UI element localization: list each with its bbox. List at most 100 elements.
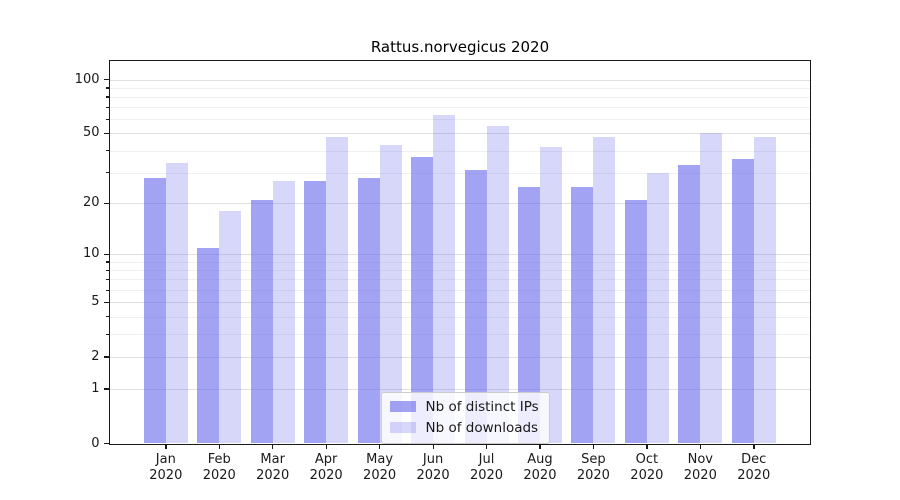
minor-gridline — [109, 119, 810, 121]
bar-downloads-sep — [593, 136, 616, 444]
y-axis-tick — [103, 79, 109, 81]
x-axis-tick — [592, 443, 595, 449]
bar-distinct-ips-feb — [197, 247, 220, 444]
legend-label-distinct-ips: Nb of distinct IPs — [425, 398, 539, 415]
bar-distinct-ips-may — [357, 177, 380, 444]
x-axis-tick — [699, 443, 702, 449]
x-tick-label: Aug 2020 — [523, 451, 557, 483]
x-tick-label: Jun 2020 — [416, 451, 450, 483]
y-tick-label: 50 — [82, 125, 100, 141]
y-tick-label: 0 — [91, 435, 100, 451]
x-tick-label: Jan 2020 — [149, 451, 183, 483]
y-axis-minor-tick — [106, 118, 109, 121]
y-axis-minor-tick — [106, 87, 109, 89]
bar-downloads-oct — [646, 172, 669, 444]
chart-title: Rattus.norvegicus 2020 — [370, 38, 550, 56]
minor-gridline — [109, 261, 810, 263]
x-tick-label: Sep 2020 — [576, 451, 610, 483]
minor-gridline — [109, 334, 810, 336]
major-gridline — [109, 203, 810, 205]
bar-distinct-ips-aug — [517, 186, 540, 444]
y-axis-minor-tick — [106, 269, 109, 271]
bar-distinct-ips-apr — [304, 180, 327, 444]
y-tick-label: 100 — [74, 71, 100, 87]
y-axis-minor-tick — [106, 106, 109, 109]
x-axis-tick — [325, 443, 327, 449]
legend-label-downloads: Nb of downloads — [425, 419, 539, 436]
bar-downloads-dec — [753, 136, 776, 444]
y-axis-minor-tick — [106, 96, 109, 98]
minor-gridline — [109, 316, 810, 318]
x-tick-label: Apr 2020 — [309, 451, 343, 483]
bar-distinct-ips-nov — [678, 165, 701, 444]
y-axis-minor-tick — [106, 150, 109, 152]
x-axis-tick — [272, 443, 274, 449]
minor-gridline — [109, 279, 810, 281]
bar-downloads-mar — [272, 180, 295, 444]
y-axis-tick — [103, 202, 109, 205]
bar-distinct-ips-mar — [250, 199, 273, 444]
x-tick-label: Jul 2020 — [469, 451, 504, 483]
y-axis-minor-tick — [106, 333, 109, 335]
x-axis-tick — [646, 443, 648, 449]
y-axis-tick — [103, 356, 109, 358]
legend-swatch-distinct-ips — [389, 401, 416, 412]
x-tick-label: Feb 2020 — [202, 451, 236, 483]
minor-gridline — [109, 96, 810, 98]
y-axis-tick — [103, 132, 109, 135]
bar-distinct-ips-jun — [411, 156, 434, 444]
y-axis-minor-tick — [106, 172, 109, 174]
major-gridline — [109, 356, 810, 358]
bar-downloads-feb — [219, 211, 242, 444]
x-tick-label: Nov 2020 — [683, 451, 717, 483]
x-tick-label: Dec 2020 — [737, 451, 771, 483]
x-axis-tick — [165, 443, 167, 449]
y-axis-tick — [103, 443, 109, 445]
bar-distinct-ips-jan — [143, 177, 166, 444]
y-axis-minor-tick — [106, 316, 109, 318]
plot-area: Nb of distinct IPs Nb of downloads 0 1 2 5 1… — [75, 59, 811, 483]
major-gridline — [109, 133, 810, 135]
bar-downloads-aug — [539, 146, 562, 444]
minor-gridline — [109, 270, 810, 272]
y-tick-label: 5 — [91, 294, 100, 310]
y-axis-minor-tick — [106, 289, 109, 291]
x-axis-tick — [379, 443, 381, 449]
bar-downloads-nov — [700, 133, 723, 444]
bar-distinct-ips-sep — [571, 186, 594, 444]
x-tick-label: May 2020 — [363, 451, 397, 483]
legend-item-distinct-ips: Nb of distinct IPs — [389, 398, 539, 415]
bar-distinct-ips-jul — [464, 170, 487, 444]
y-tick-label: 10 — [82, 246, 100, 262]
major-gridline — [109, 388, 810, 390]
legend-item-downloads: Nb of downloads — [389, 419, 539, 436]
minor-gridline — [109, 290, 810, 292]
y-tick-label: 1 — [91, 380, 100, 396]
y-axis-tick — [103, 301, 109, 303]
bar-downloads-jul — [486, 126, 509, 444]
y-axis-minor-tick — [106, 278, 109, 281]
x-axis-tick — [218, 443, 221, 449]
y-tick-label: 20 — [82, 195, 100, 211]
bar-distinct-ips-oct — [624, 199, 647, 444]
bar-downloads-jan — [165, 163, 188, 444]
x-axis-tick — [432, 443, 434, 449]
major-gridline — [109, 79, 810, 81]
minor-gridline — [109, 150, 810, 152]
y-axis-tick — [103, 253, 109, 256]
bar-downloads-apr — [326, 136, 349, 444]
minor-gridline — [109, 107, 810, 109]
y-axis-tick — [103, 388, 109, 390]
legend-swatch-downloads — [389, 422, 416, 433]
bar-downloads-may — [379, 145, 402, 444]
x-tick-label: Oct 2020 — [630, 451, 664, 483]
x-axis-tick — [486, 443, 488, 449]
legend: Nb of distinct IPs Nb of downloads — [380, 391, 550, 444]
x-axis-tick — [539, 443, 541, 449]
bar-distinct-ips-dec — [731, 158, 754, 444]
y-tick-label: 2 — [91, 348, 100, 364]
x-axis-tick — [753, 443, 755, 449]
minor-gridline — [109, 87, 810, 89]
minor-gridline — [109, 172, 810, 174]
major-gridline — [109, 302, 810, 304]
